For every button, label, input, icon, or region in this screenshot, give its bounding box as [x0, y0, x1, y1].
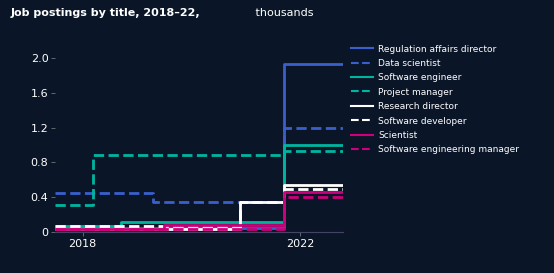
Text: Job postings by title, 2018–22,: Job postings by title, 2018–22,: [11, 8, 201, 18]
Text: thousands: thousands: [252, 8, 314, 18]
Legend: Regulation affairs director, Data scientist, Software engineer, Project manager,: Regulation affairs director, Data scient…: [351, 44, 519, 155]
